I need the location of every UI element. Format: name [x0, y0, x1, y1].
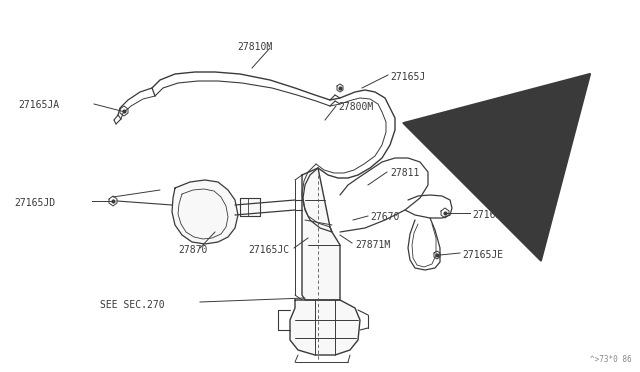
Polygon shape [172, 180, 238, 244]
Text: 27165J: 27165J [390, 72, 425, 82]
Text: 27165JB: 27165JB [472, 210, 513, 220]
Text: 27670: 27670 [370, 212, 399, 222]
Text: 27165JD: 27165JD [14, 198, 55, 208]
Text: 27811: 27811 [390, 168, 419, 178]
Polygon shape [240, 198, 260, 216]
Polygon shape [290, 300, 360, 355]
Polygon shape [178, 189, 228, 239]
Polygon shape [302, 168, 340, 300]
Text: 27165JA: 27165JA [18, 100, 59, 110]
Text: 27165JE: 27165JE [462, 250, 503, 260]
Text: FRONT: FRONT [531, 94, 566, 129]
Text: SEE SEC.270: SEE SEC.270 [100, 300, 164, 310]
Text: 27871M: 27871M [355, 240, 390, 250]
Text: 27810M: 27810M [237, 42, 272, 52]
Text: ^>73*0 86: ^>73*0 86 [590, 355, 632, 364]
Text: 27165JC: 27165JC [248, 245, 289, 255]
Text: 27800M: 27800M [338, 102, 373, 112]
Text: 27870: 27870 [178, 245, 207, 255]
